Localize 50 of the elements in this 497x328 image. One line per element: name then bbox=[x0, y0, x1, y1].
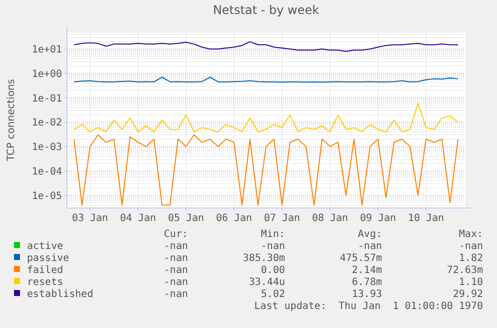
y-tick-label: 1e-03 bbox=[32, 142, 62, 154]
x-tick-label: 07 Jan bbox=[264, 213, 300, 224]
text: 5.02 bbox=[260, 289, 285, 300]
y-tick-label: 1e-01 bbox=[32, 93, 62, 104]
y-axis-title: TCP connections bbox=[6, 78, 17, 162]
text: -nan bbox=[164, 277, 188, 288]
text: 33.44u bbox=[248, 277, 285, 288]
text: -nan bbox=[260, 241, 285, 252]
legend-label: resets bbox=[27, 277, 64, 288]
text: -nan bbox=[458, 241, 483, 252]
text: 29.92 bbox=[452, 289, 483, 300]
x-tick-label: 04 Jan bbox=[120, 213, 156, 224]
x-tick-label: 05 Jan bbox=[168, 213, 204, 224]
x-tick-label: 09 Jan bbox=[360, 213, 396, 224]
text: -nan bbox=[164, 241, 188, 252]
text: Cur: bbox=[164, 229, 188, 240]
text: 2.14m bbox=[352, 265, 382, 276]
text: -nan bbox=[358, 241, 382, 252]
text: 72.63m bbox=[446, 265, 483, 276]
text: 1.82 bbox=[458, 253, 483, 264]
legend-label: failed bbox=[27, 265, 64, 276]
text: 385.30m bbox=[242, 253, 285, 264]
y-tick-label: 1e-05 bbox=[32, 190, 62, 202]
legend-label: passive bbox=[27, 253, 70, 264]
text: -nan bbox=[164, 253, 188, 264]
text: 475.57m bbox=[340, 253, 382, 264]
legend-label: active bbox=[27, 241, 64, 252]
text: -nan bbox=[164, 265, 188, 276]
text: -nan bbox=[164, 289, 188, 300]
text: 0.00 bbox=[260, 265, 285, 276]
text: Last update: Thu Jan 1 01:00:00 1970 bbox=[254, 301, 483, 312]
x-tick-label: 08 Jan bbox=[312, 213, 348, 224]
text: Max: bbox=[458, 229, 483, 240]
text: 13.93 bbox=[352, 289, 382, 300]
line-series bbox=[74, 134, 458, 206]
x-tick-label: 06 Jan bbox=[216, 213, 252, 224]
text: 1.10 bbox=[458, 277, 483, 288]
y-tick-label: 1e-04 bbox=[32, 166, 62, 178]
line-series bbox=[74, 41, 458, 52]
y-tick-label: 1e-02 bbox=[32, 118, 62, 129]
text: Avg: bbox=[358, 229, 382, 240]
y-tick-label: 1e+01 bbox=[32, 44, 62, 56]
y-tick-label: 1e+00 bbox=[32, 68, 62, 80]
x-tick-label: 03 Jan bbox=[72, 213, 108, 224]
x-tick-label: 10 Jan bbox=[408, 213, 444, 224]
text: 6.78m bbox=[352, 277, 382, 288]
chart-title: Netstat - by week bbox=[212, 3, 320, 17]
legend-label: established bbox=[27, 289, 94, 300]
text: Min: bbox=[260, 229, 285, 240]
line-series bbox=[74, 102, 458, 132]
